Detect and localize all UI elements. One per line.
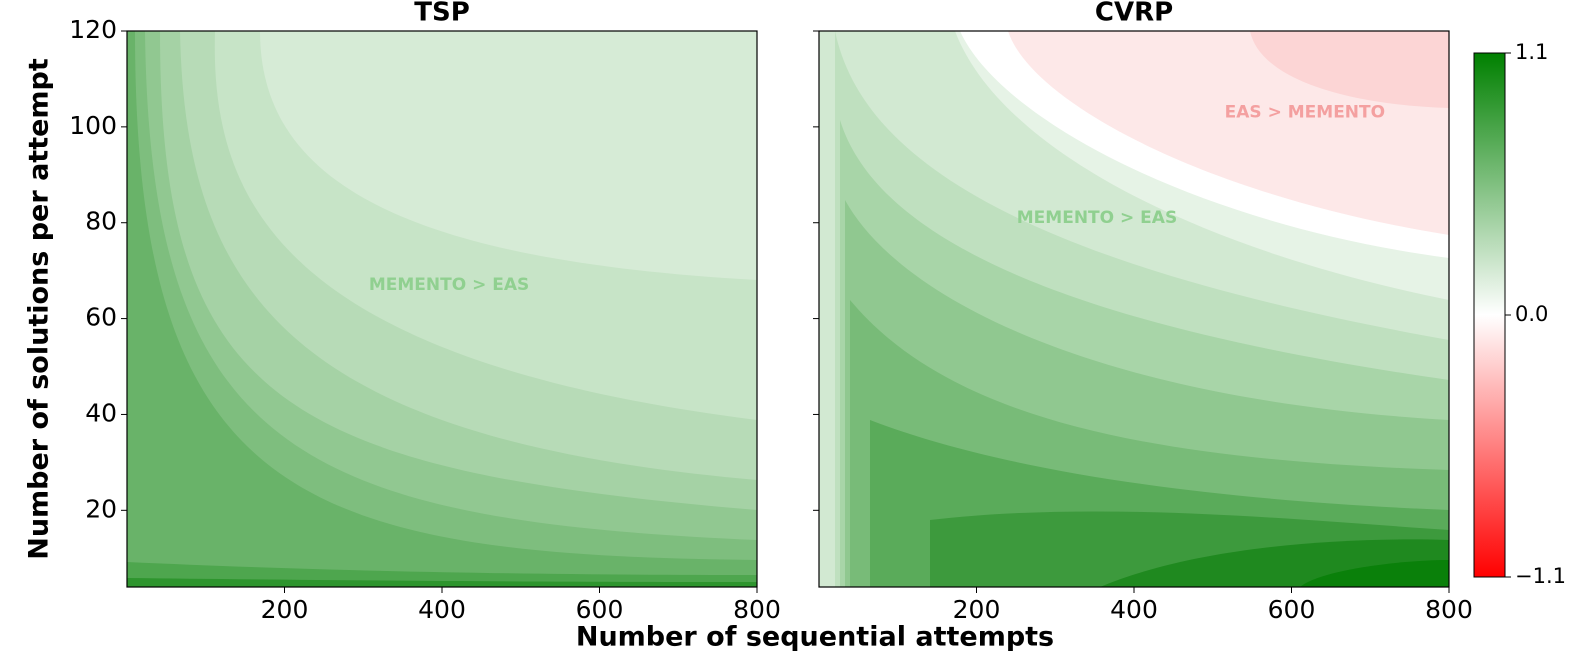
contour-band [1250,31,1449,108]
contour-band [127,578,757,587]
x-axis-label: Number of sequential attempts [576,622,1054,653]
contour-band [127,31,757,587]
y-tick-label: 80 [85,207,117,236]
y-tick-label: 40 [85,398,117,427]
colorbar-tick-label: −1.1 [1515,564,1566,588]
x-tick-label: 600 [1268,595,1316,624]
colorbar-tick-label: 0.0 [1515,302,1548,326]
colorbar-tick-label: 1.1 [1515,40,1548,64]
annotation: MEMENTO > EAS [369,275,529,295]
y-tick-label: 60 [85,303,117,332]
y-axis-label: Number of solutions per attempt [24,58,55,560]
annotation: EAS > MEMENTO [1225,102,1385,122]
annotation: MEMENTO > EAS [1017,208,1177,228]
chart-title: CVRP [1095,0,1173,28]
chart-title: TSP [414,0,470,28]
contour-field [127,31,757,587]
x-tick-label: 400 [1110,595,1158,624]
x-tick-label: 400 [418,595,466,624]
y-tick-label: 100 [69,111,117,140]
x-tick-label: 200 [953,595,1001,624]
x-tick-label: 800 [1425,595,1473,624]
y-tick-label: 20 [85,494,117,523]
contour-band [127,31,757,587]
contour-field [819,31,1449,587]
contour-band [1300,560,1449,587]
x-tick-label: 600 [576,595,624,624]
colorbar [1473,52,1506,578]
y-tick-label: 120 [69,15,117,44]
x-tick-label: 200 [261,595,309,624]
x-tick-label: 800 [733,595,781,624]
